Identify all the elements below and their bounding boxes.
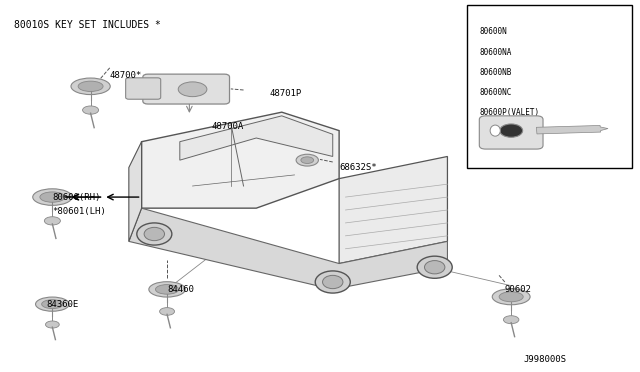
Ellipse shape	[137, 223, 172, 245]
Text: 80600(RH): 80600(RH)	[52, 193, 100, 202]
Bar	[467, 5, 632, 167]
Ellipse shape	[156, 285, 179, 294]
Ellipse shape	[33, 189, 72, 205]
Text: 80010S KEY SET INCLUDES *: 80010S KEY SET INCLUDES *	[14, 20, 161, 30]
Ellipse shape	[159, 308, 175, 315]
Ellipse shape	[144, 227, 164, 241]
Ellipse shape	[42, 300, 63, 309]
Polygon shape	[180, 116, 333, 160]
Text: 80600N: 80600N	[479, 27, 507, 36]
Polygon shape	[129, 208, 447, 289]
Text: J998000S: J998000S	[524, 355, 567, 364]
Ellipse shape	[417, 256, 452, 278]
Ellipse shape	[44, 217, 60, 225]
Ellipse shape	[490, 125, 500, 136]
Text: 80600NB: 80600NB	[479, 68, 512, 77]
Polygon shape	[141, 112, 339, 208]
Text: 80600P(VALET): 80600P(VALET)	[479, 109, 540, 118]
Circle shape	[500, 124, 523, 137]
Ellipse shape	[424, 260, 445, 274]
Ellipse shape	[323, 275, 343, 289]
FancyBboxPatch shape	[143, 74, 230, 104]
Text: 90602: 90602	[505, 285, 532, 294]
Ellipse shape	[149, 282, 186, 297]
Text: 48700*: 48700*	[109, 71, 142, 80]
Ellipse shape	[36, 297, 69, 311]
Text: 48701P: 48701P	[269, 89, 301, 98]
Text: 68632S*: 68632S*	[339, 163, 377, 172]
Ellipse shape	[296, 154, 319, 166]
Text: 80600NA: 80600NA	[479, 48, 512, 57]
Text: 48700A: 48700A	[212, 122, 244, 131]
Polygon shape	[129, 142, 141, 241]
Ellipse shape	[71, 78, 110, 94]
FancyBboxPatch shape	[479, 116, 543, 149]
Polygon shape	[339, 157, 447, 263]
Text: 80600NC: 80600NC	[479, 88, 512, 97]
Ellipse shape	[178, 82, 207, 97]
Ellipse shape	[45, 321, 60, 328]
Text: 84360E: 84360E	[46, 300, 78, 309]
Ellipse shape	[316, 271, 350, 293]
Ellipse shape	[40, 192, 65, 202]
Ellipse shape	[499, 292, 524, 302]
Text: 84460: 84460	[167, 285, 194, 294]
Ellipse shape	[83, 106, 99, 114]
Ellipse shape	[301, 157, 314, 163]
Ellipse shape	[492, 289, 530, 305]
FancyBboxPatch shape	[125, 78, 161, 99]
Text: *80601(LH): *80601(LH)	[52, 207, 106, 217]
FancyArrow shape	[536, 125, 608, 134]
Ellipse shape	[78, 81, 103, 92]
Ellipse shape	[504, 316, 519, 324]
